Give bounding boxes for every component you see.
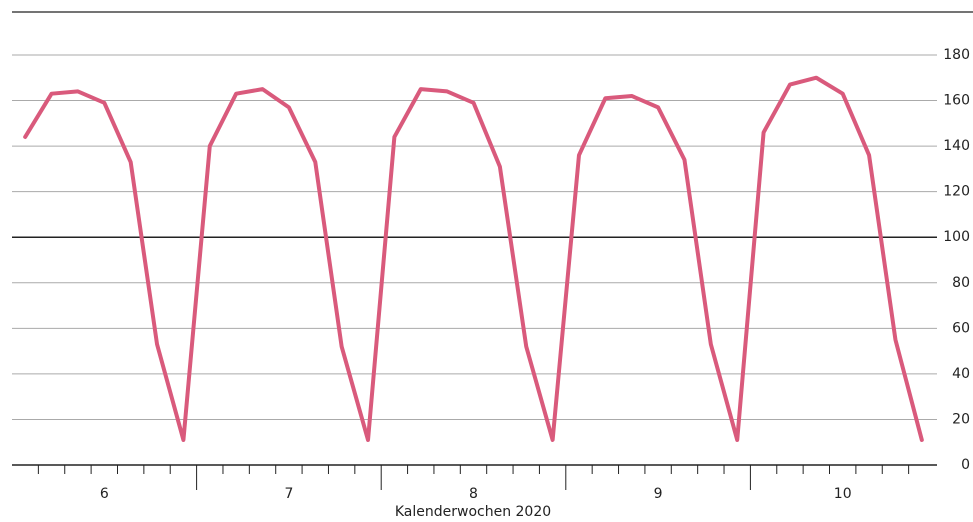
y-tick-label: 0	[961, 457, 970, 473]
week-label: 8	[469, 486, 478, 502]
week-label: 10	[834, 486, 852, 502]
y-tick-label: 40	[952, 366, 970, 382]
y-tick-label: 140	[943, 138, 970, 154]
y-tick-label: 60	[952, 320, 970, 336]
y-tick-label: 120	[943, 184, 970, 200]
y-tick-label: 80	[952, 275, 970, 291]
line-series	[23, 75, 924, 442]
week-label: 7	[284, 486, 293, 502]
week-label: 6	[100, 486, 109, 502]
week-label: 9	[654, 486, 663, 502]
y-tick-label: 100	[943, 229, 970, 245]
x-axis-label: Kalenderwochen 2020	[395, 504, 551, 520]
y-tick-label: 180	[943, 47, 970, 63]
y-tick-label: 20	[952, 411, 970, 427]
y-tick-label: 160	[943, 93, 970, 109]
